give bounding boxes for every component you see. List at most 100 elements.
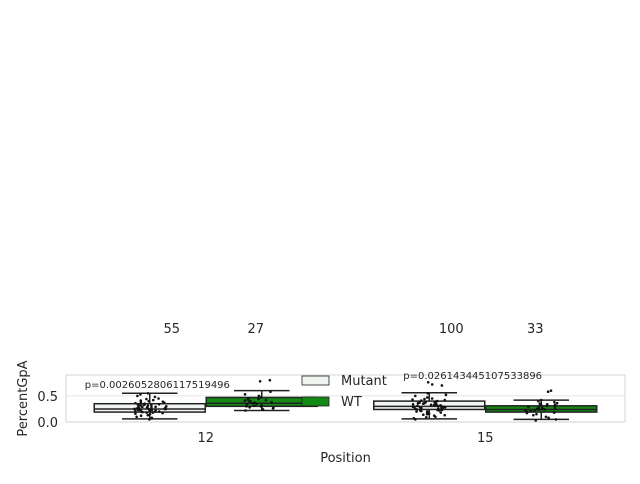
data-point xyxy=(523,408,527,412)
data-point xyxy=(135,415,138,419)
data-point xyxy=(533,409,536,412)
annotations: 55 27 100 33 p=0.0026052806117519496 p=0.0261… xyxy=(85,322,544,391)
data-point xyxy=(532,413,535,417)
data-point xyxy=(553,400,556,404)
data-point xyxy=(426,391,430,395)
data-point xyxy=(146,413,150,417)
data-point xyxy=(425,396,429,399)
box-wt-15 xyxy=(485,389,598,422)
y-tick-label: 0.0 xyxy=(37,416,58,431)
data-point xyxy=(418,406,422,409)
data-point xyxy=(437,407,440,410)
data-point xyxy=(143,402,146,406)
data-point xyxy=(157,397,160,400)
data-point xyxy=(444,393,448,397)
data-point xyxy=(257,397,260,401)
data-point xyxy=(251,401,254,405)
data-point xyxy=(150,416,154,420)
data-point xyxy=(424,416,428,419)
data-point xyxy=(139,399,143,402)
data-point xyxy=(158,410,161,413)
data-point xyxy=(553,403,557,407)
data-point xyxy=(147,399,151,403)
data-point xyxy=(411,402,415,406)
plot-area xyxy=(65,374,626,423)
data-point xyxy=(257,394,261,398)
p-value-label: p=0.026143445107533896 xyxy=(403,371,542,382)
data-point xyxy=(544,415,548,419)
data-point xyxy=(140,405,144,409)
data-point xyxy=(537,408,541,411)
data-point xyxy=(529,409,532,413)
data-point xyxy=(248,406,252,409)
data-point xyxy=(440,408,444,412)
x-tick-label: 15 xyxy=(477,431,494,446)
legend: Mutant WT xyxy=(301,374,387,410)
data-point xyxy=(146,391,150,395)
data-point xyxy=(539,398,543,402)
p-value-label: p=0.0026052806117519496 xyxy=(85,380,230,391)
data-point xyxy=(554,418,558,421)
data-point xyxy=(154,409,157,412)
count-label: 100 xyxy=(439,322,464,337)
legend-swatch-wt xyxy=(301,396,330,407)
data-point xyxy=(538,402,542,406)
legend-label-mutant: Mutant xyxy=(341,374,387,389)
data-point xyxy=(151,398,155,402)
data-point xyxy=(436,399,439,403)
data-point xyxy=(139,403,142,407)
data-point xyxy=(150,403,153,407)
data-point xyxy=(268,378,272,382)
box-body xyxy=(373,400,486,411)
data-point xyxy=(421,413,425,416)
data-point xyxy=(545,402,549,406)
data-point xyxy=(154,405,157,409)
data-point xyxy=(133,407,136,411)
data-point xyxy=(157,402,161,406)
data-point xyxy=(139,409,143,412)
data-point xyxy=(430,397,434,400)
data-point xyxy=(255,402,259,406)
data-point xyxy=(415,410,418,413)
data-point xyxy=(243,393,247,396)
data-point xyxy=(148,418,151,421)
data-point xyxy=(146,404,150,408)
data-point xyxy=(553,407,557,410)
data-point xyxy=(249,399,252,403)
data-point xyxy=(145,397,148,401)
data-point xyxy=(423,397,426,401)
data-point xyxy=(535,412,538,416)
data-point xyxy=(161,411,164,415)
data-point xyxy=(527,405,530,409)
data-point xyxy=(135,407,139,410)
data-point xyxy=(439,403,442,407)
data-point xyxy=(150,406,153,409)
count-label: 33 xyxy=(527,322,544,337)
data-point xyxy=(426,381,430,384)
y-axis-label: PercentGpA xyxy=(16,360,31,436)
box-mutant-15 xyxy=(373,381,486,421)
data-point xyxy=(534,419,538,422)
legend-label-wt: WT xyxy=(341,395,362,410)
data-point xyxy=(245,405,248,408)
data-point xyxy=(437,409,441,412)
data-point xyxy=(145,411,149,414)
data-point xyxy=(245,402,249,406)
data-point xyxy=(161,400,165,403)
data-point xyxy=(546,390,550,394)
data-point xyxy=(164,405,168,408)
data-point xyxy=(443,413,447,417)
data-point xyxy=(443,398,447,402)
data-point xyxy=(411,398,414,401)
data-point xyxy=(555,401,559,405)
axes: PercentGpA Position 0.0 0.5 12 15 xyxy=(16,360,494,466)
data-point xyxy=(244,409,247,412)
data-point xyxy=(260,403,263,407)
data-point xyxy=(141,410,144,414)
data-point xyxy=(136,403,140,407)
data-point xyxy=(552,411,556,414)
data-point xyxy=(543,408,546,411)
data-point xyxy=(416,401,420,405)
legend-swatch-mutant xyxy=(301,375,330,386)
data-point xyxy=(425,410,429,413)
